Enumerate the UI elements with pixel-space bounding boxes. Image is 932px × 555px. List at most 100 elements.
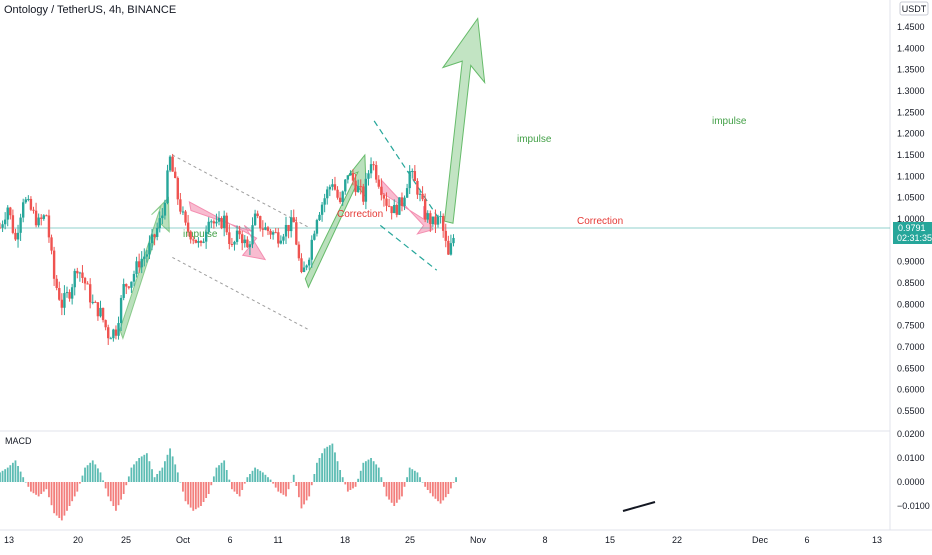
macd-bar bbox=[259, 470, 262, 482]
candle-body bbox=[158, 218, 161, 229]
macd-bar bbox=[326, 446, 329, 482]
macd-bar bbox=[32, 482, 35, 494]
macd-bar bbox=[66, 482, 68, 511]
candle-body bbox=[204, 231, 208, 242]
candle-body bbox=[235, 230, 239, 242]
candle-body bbox=[351, 172, 355, 181]
time-tick-label: 6 bbox=[804, 535, 809, 545]
candle-body bbox=[60, 299, 64, 308]
candle-body bbox=[3, 219, 7, 225]
candle-body bbox=[215, 221, 218, 224]
macd-bar bbox=[375, 464, 378, 482]
candle-body bbox=[207, 221, 210, 232]
macd-bar bbox=[287, 482, 290, 490]
macd-bar bbox=[401, 482, 403, 497]
candle-body bbox=[266, 227, 270, 231]
candle-body bbox=[76, 270, 79, 274]
candle-body bbox=[423, 199, 427, 220]
candle-body bbox=[11, 215, 15, 233]
price-tick-label: 1.0500 bbox=[897, 193, 925, 203]
macd-bar bbox=[267, 477, 269, 482]
macd-bar bbox=[156, 474, 159, 482]
macd-bar bbox=[182, 482, 184, 492]
macd-bar bbox=[223, 460, 226, 482]
candle-body bbox=[400, 197, 404, 207]
candle-body bbox=[413, 171, 417, 181]
chart-title: Ontology / TetherUS, 4h, BINANCE bbox=[4, 4, 176, 16]
macd-bar bbox=[341, 477, 344, 482]
candle-body bbox=[122, 284, 125, 298]
candle-body bbox=[171, 156, 174, 172]
candle-body bbox=[356, 186, 360, 193]
macd-bar bbox=[370, 458, 372, 482]
candle-body bbox=[132, 273, 136, 282]
macd-bar bbox=[323, 448, 326, 482]
candle-body bbox=[127, 286, 131, 288]
macd-bar bbox=[398, 482, 401, 500]
macd-bar bbox=[269, 479, 272, 482]
projected-impulse-arrow bbox=[441, 17, 486, 224]
candle-body bbox=[68, 292, 71, 299]
impulse-arrow-1 bbox=[119, 196, 170, 341]
macd-bar bbox=[4, 469, 7, 482]
time-tick-label: 13 bbox=[872, 535, 882, 545]
annotation-label: impulse bbox=[517, 134, 552, 145]
price-tick-label: 0.6000 bbox=[897, 385, 925, 395]
candle-body bbox=[449, 243, 453, 255]
correction-channel-bottom-1 bbox=[172, 256, 310, 331]
candle-body bbox=[431, 216, 435, 225]
candle-body bbox=[426, 213, 429, 220]
macd-bar bbox=[60, 482, 63, 521]
candle-body bbox=[47, 215, 51, 238]
candle-body bbox=[452, 237, 455, 244]
macd-bar bbox=[197, 482, 200, 508]
candle-body bbox=[174, 171, 177, 179]
macd-bar bbox=[246, 477, 249, 482]
candle-body bbox=[52, 250, 56, 279]
candle-body bbox=[269, 230, 272, 235]
macd-bar bbox=[0, 472, 1, 482]
candle-body bbox=[243, 239, 246, 244]
macd-bar bbox=[84, 467, 86, 482]
macd-bar bbox=[313, 474, 316, 482]
candle-body bbox=[210, 221, 213, 223]
macd-bar bbox=[241, 482, 244, 490]
macd-bar bbox=[145, 453, 148, 482]
candle-body bbox=[359, 186, 362, 188]
candle-body bbox=[143, 256, 146, 259]
candle-body bbox=[45, 215, 48, 217]
macd-bar bbox=[76, 482, 79, 492]
candle-body bbox=[320, 204, 324, 215]
macd-bar bbox=[166, 454, 169, 482]
macd-bar bbox=[310, 482, 313, 486]
candle-body bbox=[1, 224, 4, 228]
candle-body bbox=[181, 211, 185, 213]
candle-body bbox=[395, 204, 399, 215]
correction-channel-top-1 bbox=[172, 154, 310, 228]
macd-bar bbox=[344, 482, 347, 485]
macd-bar bbox=[220, 462, 223, 482]
macd-bar bbox=[184, 482, 187, 502]
candle-body bbox=[189, 231, 192, 240]
candle-body bbox=[225, 215, 228, 233]
macd-bar bbox=[442, 482, 445, 501]
price-tick-label: 0.5500 bbox=[897, 406, 925, 416]
candle-body bbox=[436, 216, 440, 225]
macd-bar bbox=[135, 461, 138, 482]
macd-bar bbox=[282, 482, 285, 495]
macd-bar bbox=[151, 469, 153, 482]
macd-bar bbox=[19, 471, 22, 482]
macd-bar bbox=[53, 482, 56, 514]
candle-body bbox=[220, 218, 223, 229]
candle-body bbox=[168, 156, 172, 171]
macd-bar bbox=[274, 482, 277, 488]
candle-body bbox=[264, 227, 267, 230]
macd-bar bbox=[22, 477, 25, 482]
macd-bar bbox=[331, 443, 334, 482]
time-tick-label: 25 bbox=[121, 535, 131, 545]
candle-body bbox=[91, 301, 94, 303]
candle-body bbox=[148, 243, 151, 255]
macd-bar bbox=[58, 482, 61, 518]
candle-body bbox=[315, 220, 319, 234]
